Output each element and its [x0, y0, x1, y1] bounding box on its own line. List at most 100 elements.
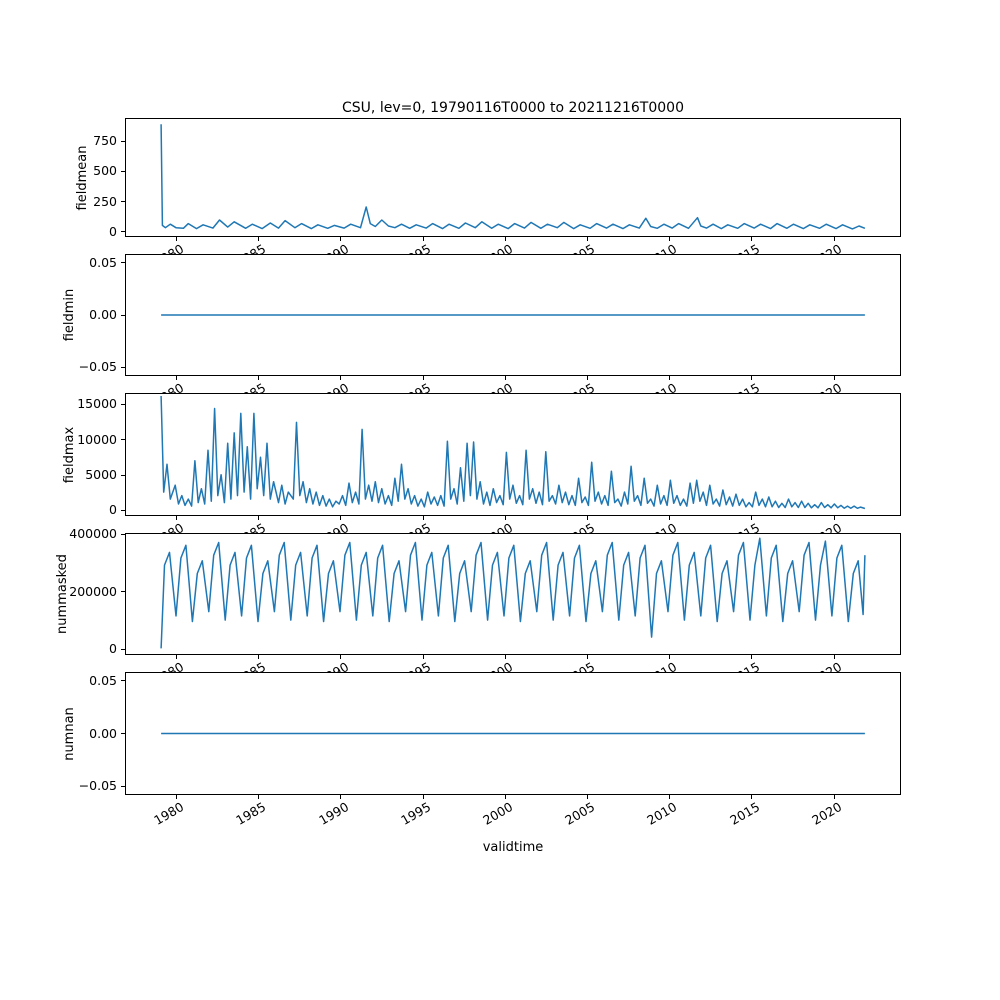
x-tick-label: 2005: [562, 241, 598, 270]
y-tick-mark: [121, 533, 125, 535]
x-tick-mark: [504, 516, 506, 520]
x-tick-label: 2015: [726, 520, 762, 549]
x-tick-mark: [258, 376, 260, 380]
x-tick-mark: [669, 655, 671, 659]
x-tick-label: 2005: [562, 799, 598, 828]
y-tick-label: 400000: [69, 526, 117, 542]
y-tick-mark: [121, 366, 125, 368]
x-tick-mark: [175, 795, 177, 799]
x-tick-label: 2005: [562, 520, 598, 549]
y-tick-label: 0.00: [89, 307, 117, 322]
x-tick-label: 2005: [562, 659, 598, 688]
y-tick-label: 0.00: [89, 725, 117, 741]
x-tick-label: 1980: [151, 241, 187, 270]
y-tick-label: 0.05: [89, 254, 117, 270]
axes-fieldmax: [125, 393, 901, 516]
x-tick-mark: [669, 237, 671, 241]
x-tick-mark: [258, 795, 260, 799]
x-tick-label: 1990: [315, 659, 351, 688]
y-tick-mark: [121, 648, 125, 650]
x-tick-label: 1985: [233, 380, 269, 409]
y-axis-label-fieldmean: fieldmean: [75, 145, 91, 210]
y-tick-mark: [121, 591, 125, 593]
x-tick-mark: [175, 376, 177, 380]
x-tick-label: 2000: [480, 799, 516, 828]
x-tick-mark: [258, 655, 260, 659]
x-tick-label: 2015: [726, 380, 762, 409]
x-tick-label: 1990: [315, 799, 351, 828]
x-tick-mark: [751, 516, 753, 520]
y-axis-label-fieldmax: fieldmax: [61, 426, 77, 483]
x-tick-label: 2020: [809, 241, 845, 270]
x-tick-label: 2015: [726, 799, 762, 828]
x-tick-label: 2000: [480, 241, 516, 270]
x-tick-label: 2000: [480, 659, 516, 688]
axes-fieldmin: [125, 254, 901, 376]
x-tick-label: 1995: [398, 520, 434, 549]
x-tick-mark: [833, 376, 835, 380]
x-tick-mark: [422, 655, 424, 659]
x-tick-label: 2010: [644, 799, 680, 828]
x-tick-mark: [751, 795, 753, 799]
x-tick-mark: [422, 795, 424, 799]
y-tick-label: 5000: [85, 467, 117, 483]
x-axis-label: validtime: [482, 840, 544, 855]
x-tick-label: 1990: [315, 380, 351, 409]
axes-fieldmean: [125, 118, 901, 237]
y-axis-label-numnan: numnan: [61, 706, 77, 761]
y-tick-label: 0: [109, 223, 117, 239]
y-tick-mark: [121, 439, 125, 441]
y-tick-mark: [121, 140, 125, 142]
x-tick-mark: [258, 516, 260, 520]
x-tick-label: 1995: [398, 799, 434, 828]
x-tick-label: 1980: [151, 799, 187, 828]
x-tick-mark: [175, 516, 177, 520]
y-axis-label-fieldmin: fieldmin: [61, 288, 77, 342]
x-tick-label: 1985: [233, 241, 269, 270]
plot-line-fieldmean: [160, 124, 866, 230]
x-tick-mark: [340, 655, 342, 659]
y-tick-label: 250: [93, 193, 117, 209]
x-tick-label: 1995: [398, 380, 434, 409]
figure-title: CSU, lev=0, 19790116T0000 to 20211216T00…: [342, 100, 684, 116]
x-tick-label: 1980: [151, 659, 187, 688]
y-tick-label: 0: [109, 502, 117, 518]
x-tick-label: 2020: [809, 520, 845, 549]
plot-line-fieldmax: [160, 395, 866, 510]
x-tick-mark: [340, 516, 342, 520]
y-tick-label: −0.05: [78, 778, 117, 794]
x-tick-mark: [258, 237, 260, 241]
x-tick-mark: [669, 376, 671, 380]
axes-nummasked: [125, 533, 901, 655]
x-tick-mark: [586, 655, 588, 659]
x-tick-label: 1990: [315, 241, 351, 270]
x-tick-label: 2005: [562, 380, 598, 409]
x-tick-label: 2020: [809, 380, 845, 409]
x-tick-label: 1980: [151, 520, 187, 549]
x-tick-label: 2015: [726, 241, 762, 270]
x-tick-label: 2000: [480, 520, 516, 549]
x-tick-mark: [504, 655, 506, 659]
x-tick-label: 2010: [644, 659, 680, 688]
y-tick-label: 200000: [69, 583, 117, 599]
x-tick-label: 2010: [644, 380, 680, 409]
y-tick-mark: [121, 170, 125, 172]
x-tick-label: 1985: [233, 520, 269, 549]
x-tick-label: 1995: [398, 241, 434, 270]
x-tick-mark: [833, 516, 835, 520]
x-tick-mark: [833, 795, 835, 799]
x-tick-mark: [175, 655, 177, 659]
x-tick-label: 2010: [644, 241, 680, 270]
x-tick-mark: [751, 237, 753, 241]
x-tick-mark: [833, 655, 835, 659]
y-tick-mark: [121, 314, 125, 316]
y-tick-mark: [121, 201, 125, 203]
y-tick-mark: [121, 733, 125, 734]
y-tick-label: 0.05: [89, 672, 117, 688]
x-tick-mark: [586, 376, 588, 380]
x-tick-mark: [751, 376, 753, 380]
y-tick-mark: [121, 474, 125, 476]
x-tick-label: 2020: [809, 799, 845, 828]
y-tick-label: −0.05: [78, 359, 117, 375]
x-tick-label: 1985: [233, 659, 269, 688]
